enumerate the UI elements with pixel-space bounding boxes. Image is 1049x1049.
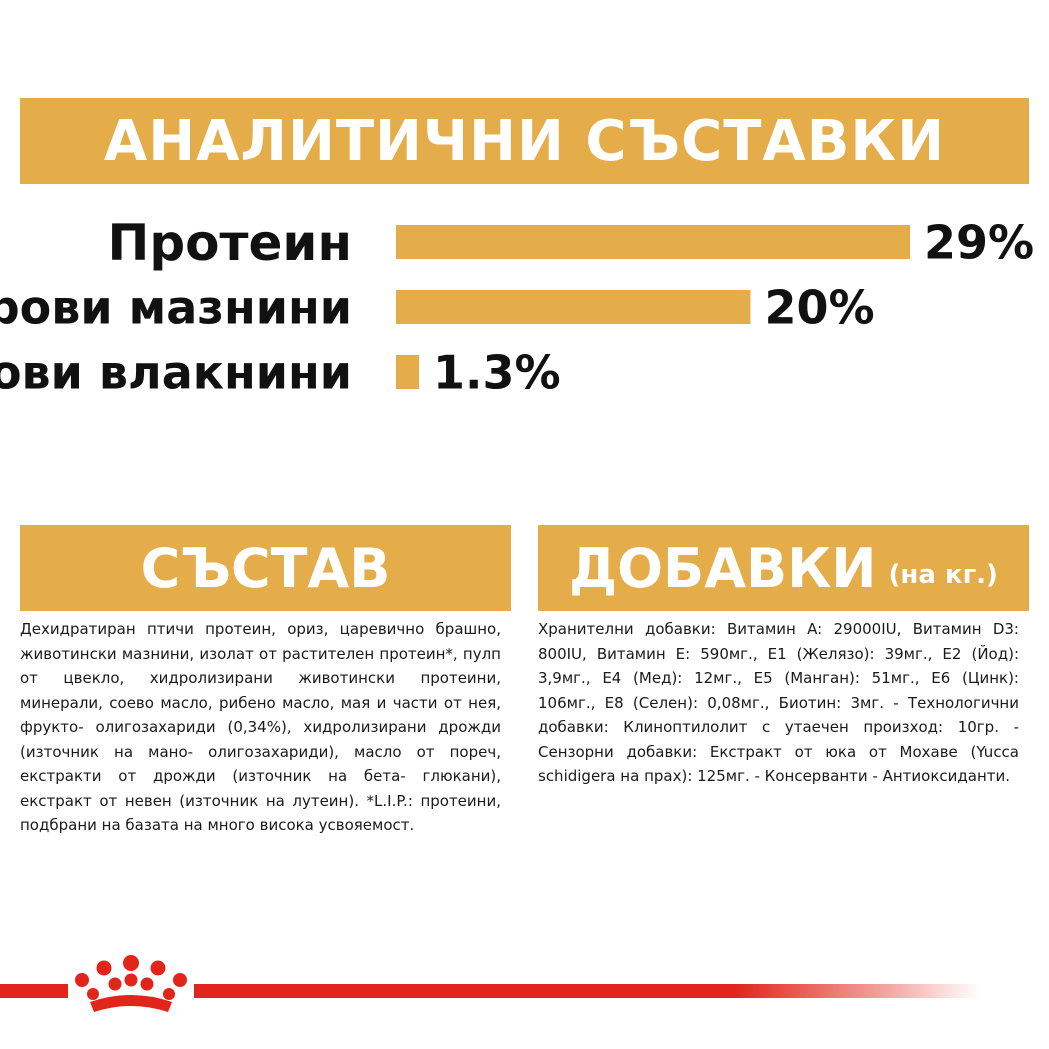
value-label-fiber: 1.3% bbox=[433, 346, 561, 400]
additives-subtitle: (на кг.) bbox=[888, 560, 998, 590]
additives-text: Хранителни добавки: Витамин A: 29000IU, … bbox=[538, 620, 1019, 785]
analytical-chart: Протеин 29% Сурови мазнини 20% Сурови влакни… bbox=[0, 214, 1034, 400]
value-label-protein: 29% bbox=[924, 216, 1034, 270]
composition-banner: СЪСТАВ bbox=[20, 525, 511, 611]
bar-fiber bbox=[396, 355, 420, 389]
crown-logo-icon bbox=[68, 950, 194, 1020]
bar-fat bbox=[396, 290, 751, 324]
value-label-fat: 20% bbox=[764, 281, 874, 335]
composition-text: Дехидратиран птичи протеин, ориз, цареви… bbox=[20, 620, 501, 834]
bar-protein bbox=[396, 225, 910, 259]
category-label-fiber: Сурови влакнини bbox=[0, 346, 352, 400]
additives-title: ДОБАВКИ bbox=[569, 536, 877, 600]
category-label-protein: Протеин bbox=[108, 214, 352, 272]
analytical-title-banner: АНАЛИТИЧНИ СЪСТАВКИ bbox=[20, 98, 1029, 184]
category-label-fat: Сурови мазнини bbox=[0, 281, 352, 335]
analytical-title: АНАЛИТИЧНИ СЪСТАВКИ bbox=[103, 108, 946, 174]
composition-title: СЪСТАВ bbox=[140, 536, 391, 600]
additives-banner: ДОБАВКИ (на кг.) bbox=[538, 525, 1029, 611]
footer-red-line bbox=[0, 984, 980, 998]
